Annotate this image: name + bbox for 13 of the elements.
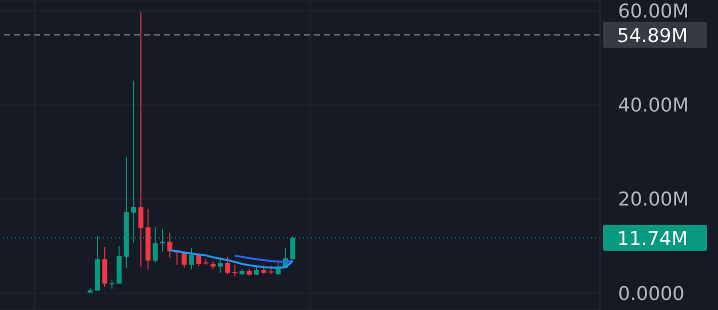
y-tick-label: 40.00M (618, 94, 689, 117)
candlestick (182, 250, 187, 268)
ref-line-label: 54.89M (617, 24, 688, 47)
ref-line-label: 11.74M (617, 228, 688, 250)
y-tick-label: 60.00M (618, 0, 689, 23)
candlestick (232, 264, 238, 278)
y-tick-label: 0.0000 (618, 282, 684, 305)
candlestick (225, 256, 230, 275)
candlestick (138, 11, 144, 268)
y-tick-label: 20.00M (618, 188, 689, 211)
candlestick (109, 278, 114, 290)
candlestick (188, 247, 194, 270)
candlestick (218, 256, 223, 274)
